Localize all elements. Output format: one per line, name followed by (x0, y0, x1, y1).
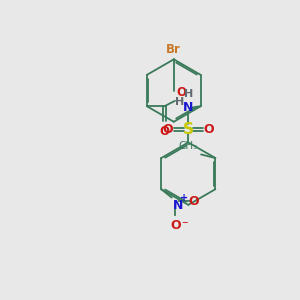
Text: +: + (180, 193, 188, 203)
Text: H: H (176, 97, 184, 107)
Text: O: O (203, 122, 214, 136)
Text: O: O (188, 195, 199, 208)
Text: CH₃: CH₃ (179, 141, 198, 151)
Text: H: H (184, 89, 194, 99)
Text: ⁻: ⁻ (181, 219, 188, 232)
Text: O: O (160, 124, 170, 138)
Text: O: O (176, 86, 186, 99)
Text: N: N (173, 199, 183, 212)
Text: S: S (183, 122, 194, 136)
Text: O: O (163, 122, 173, 136)
Text: N: N (183, 101, 194, 114)
Text: O: O (170, 219, 181, 232)
Text: Br: Br (166, 43, 181, 56)
